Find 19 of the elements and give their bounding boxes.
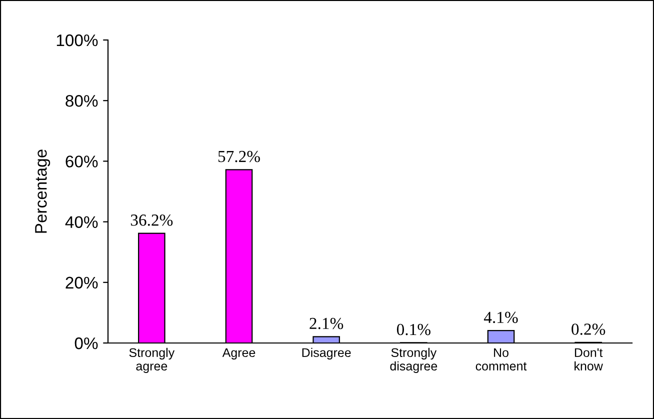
y-tick-label: 20%: [66, 276, 98, 289]
data-label: 0.1%: [396, 324, 430, 336]
x-tick-label: Disagree: [302, 348, 351, 360]
x-tick-label: Strongly agree: [129, 348, 175, 373]
data-label: 57.2%: [218, 150, 260, 162]
x-tick-label: No comment: [476, 348, 527, 371]
y-axis-title: Percentage: [35, 150, 50, 233]
data-label: 36.2%: [130, 214, 173, 226]
y-tick-label: 60%: [66, 156, 98, 168]
x-tick-label: Strongly disagree: [390, 348, 438, 373]
y-tick-label: 0%: [74, 337, 98, 350]
data-label: 4.1%: [484, 312, 518, 324]
y-tick-label: 40%: [65, 216, 98, 228]
x-tick-label: Agree: [222, 348, 256, 360]
y-tick-label: 100%: [56, 34, 98, 46]
y-tick-label: 80%: [66, 95, 98, 107]
data-label: 2.1%: [310, 318, 344, 330]
x-tick-label: Don't know: [574, 348, 603, 371]
data-label: 0.2%: [572, 324, 606, 335]
